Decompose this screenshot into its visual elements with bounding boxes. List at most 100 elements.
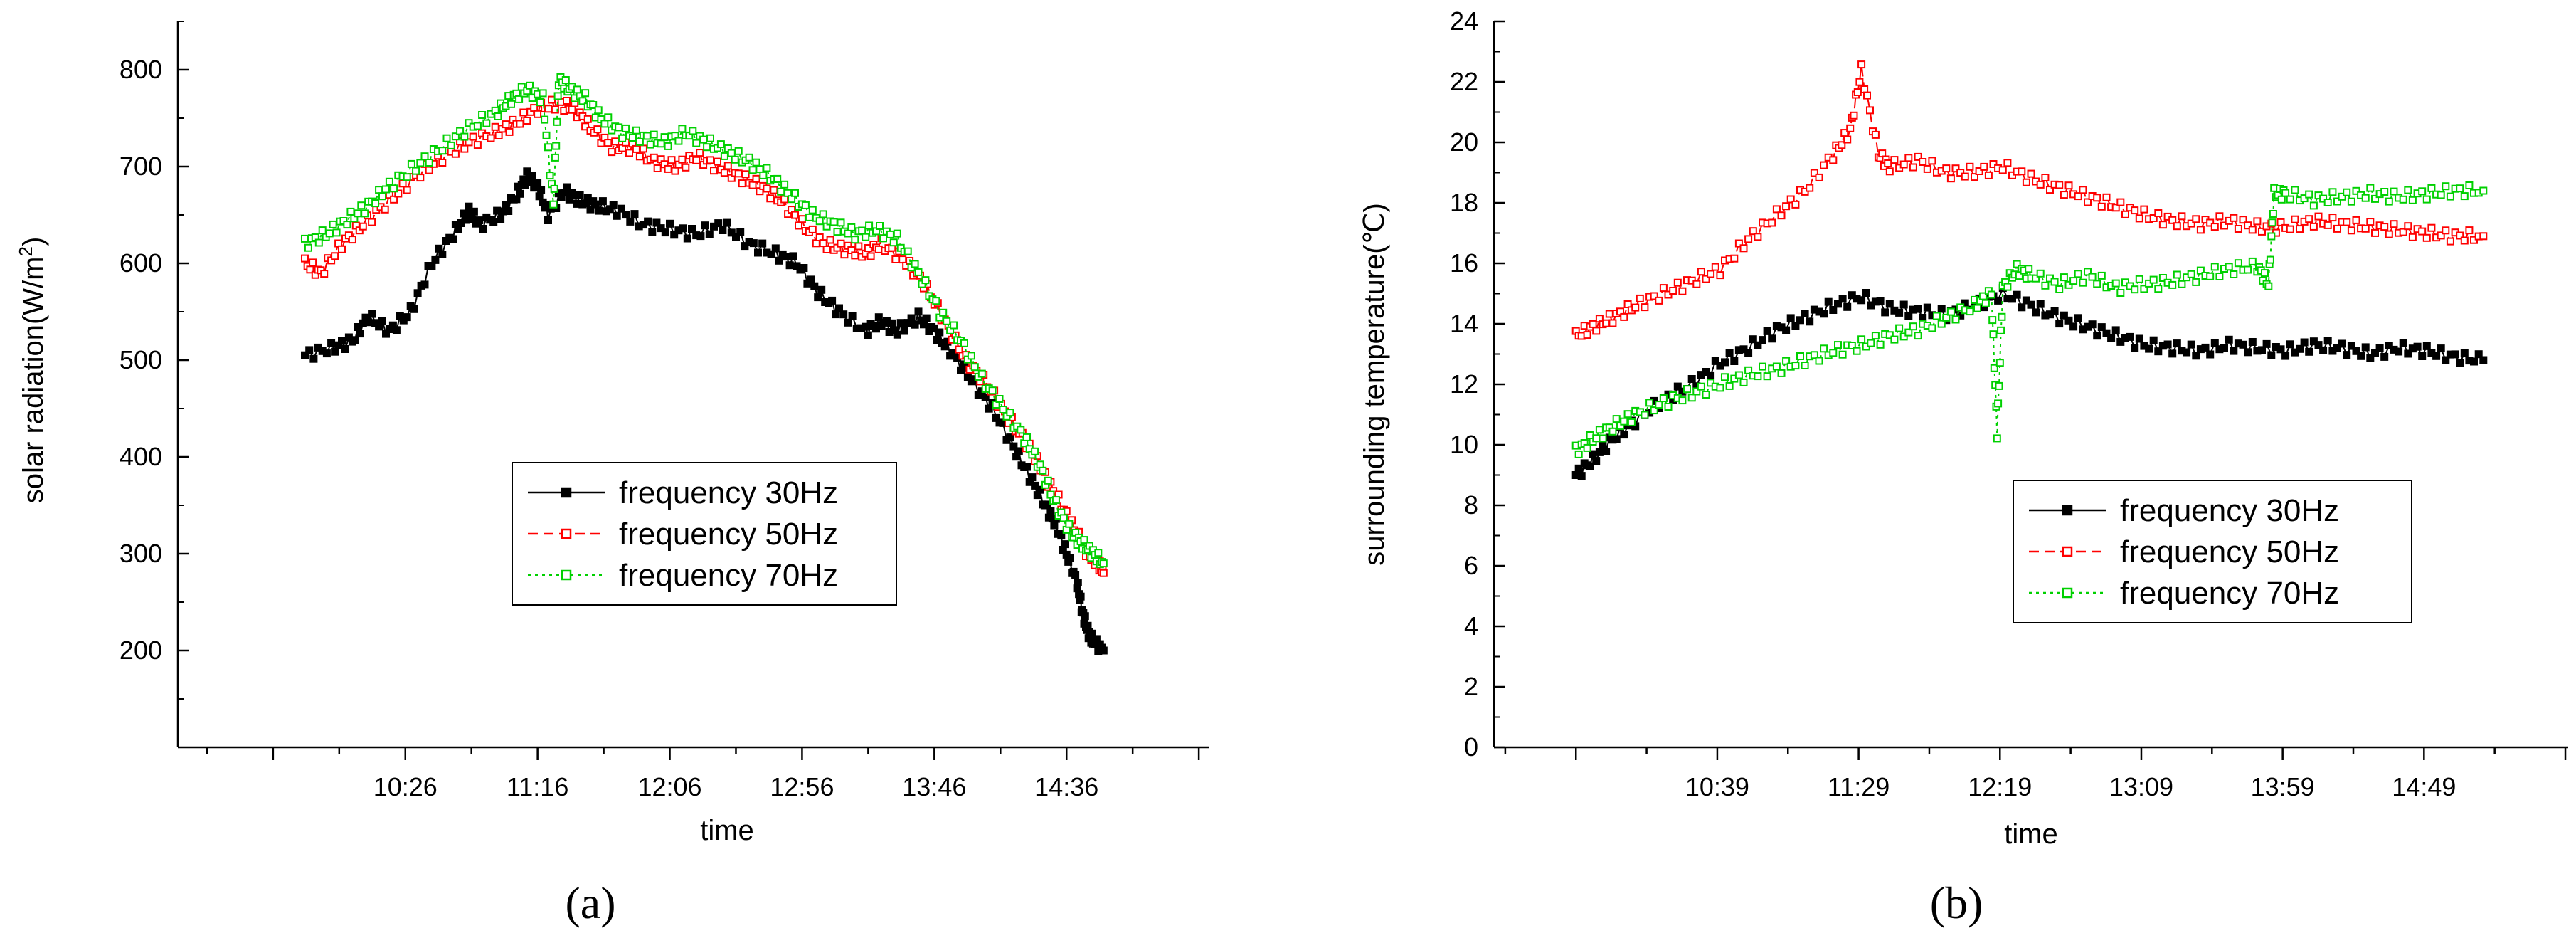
data-point-a-2 [706,134,714,142]
data-point-b-2 [2064,280,2073,289]
data-point-a-2 [851,236,859,244]
data-point-b-0 [2107,334,2116,342]
y-tick-label-a: 400 [120,442,162,471]
data-point-a-2 [689,127,697,135]
data-point-b-1 [2446,237,2454,246]
data-point-a-1 [797,215,806,223]
data-point-b-1 [1655,296,1663,305]
data-point-b-2 [2060,273,2068,282]
data-point-a-2 [346,207,355,216]
data-point-a-2 [886,230,894,238]
data-point-b-1 [2154,209,2163,217]
data-point-a-2 [1051,496,1060,505]
data-point-b-2 [1645,399,1654,407]
data-point-b-1 [2187,219,2195,228]
data-point-b-2 [1876,340,1885,349]
data-point-a-0 [1061,540,1069,549]
data-point-b-1 [2121,210,2129,218]
data-point-a-0 [420,280,429,289]
data-point-b-2 [1994,399,2003,408]
legend-item-b-2: frequency 70Hz [2029,576,2339,611]
data-point-b-0 [2013,290,2021,299]
data-point-a-0 [1071,571,1080,579]
data-point-a-0 [598,197,607,206]
legend-marker-a-1 [561,528,572,539]
data-point-a-1 [491,122,499,131]
data-point-b-0 [2380,352,2389,361]
y-axis-title-a-sup: 2 [15,246,36,256]
data-point-a-0 [301,351,309,359]
data-point-a-0 [497,215,505,223]
data-point-b-2 [1592,434,1601,443]
data-point-a-2 [544,143,552,152]
data-point-a-2 [549,200,558,209]
y-axis-title-b: surrounding temperature(℃) [1359,203,1390,566]
series-b-2 [1571,181,2488,458]
data-point-a-2 [618,134,627,142]
data-point-b-2 [2192,278,2200,286]
data-point-a-0 [502,201,510,209]
data-point-a-0 [1006,433,1014,442]
data-point-b-0 [2437,344,2445,353]
data-point-b-2 [2268,218,2276,227]
data-point-b-0 [1937,305,1946,313]
data-point-b-0 [2479,356,2488,364]
data-point-b-0 [2225,335,2233,344]
data-point-a-0 [893,330,901,339]
data-point-a-1 [465,138,473,147]
data-point-a-1 [734,169,743,178]
data-point-b-1 [2192,215,2200,223]
data-point-a-0 [460,209,467,218]
data-point-b-2 [2333,197,2341,206]
y-tick-label-a: 700 [120,152,162,181]
data-point-b-0 [2323,337,2332,345]
data-point-b-2 [1599,434,1607,443]
data-point-b-1 [1734,239,1743,248]
data-point-b-1 [2427,223,2436,232]
data-point-b-2 [2248,257,2257,265]
data-point-b-1 [2027,169,2035,178]
data-point-a-2 [382,185,390,194]
data-point-b-2 [1725,381,1734,390]
x-axis-title-a: time [700,815,754,846]
data-point-b-1 [1768,218,1776,227]
data-point-a-0 [670,231,679,239]
data-point-b-0 [2244,348,2252,357]
data-point-a-2 [911,260,919,268]
data-point-b-0 [2258,346,2266,354]
data-point-b-2 [1914,332,1922,340]
data-point-a-2 [995,395,1004,403]
data-point-b-2 [2149,275,2158,284]
y-tick-label-a: 500 [120,345,162,374]
data-point-a-0 [338,337,346,345]
data-point-a-0 [331,347,339,356]
data-point-a-0 [1088,629,1096,638]
data-point-b-2 [2230,270,2238,278]
data-point-a-0 [613,211,621,220]
data-point-a-2 [988,386,997,395]
data-point-a-2 [301,234,309,243]
data-point-b-2 [2291,186,2299,194]
data-point-b-2 [1942,313,1951,322]
data-point-b-1 [1820,161,1828,169]
data-point-a-2 [876,222,884,230]
data-point-b-1 [1749,227,1757,236]
x-tick-label-a: 14:36 [1034,772,1098,801]
data-point-a-1 [301,254,309,263]
series-a-0 [301,167,1108,655]
data-point-b-1 [2064,181,2073,190]
data-point-a-2 [967,352,975,360]
data-point-b-1 [2173,222,2181,231]
data-point-a-2 [456,127,465,135]
data-point-b-1 [2291,215,2299,223]
data-point-a-0 [900,327,908,335]
data-point-b-1 [2036,180,2045,189]
data-point-a-0 [479,225,487,233]
data-point-b-2 [1848,342,1856,349]
data-point-b-2 [2154,285,2163,293]
data-point-b-0 [1754,341,1762,349]
data-point-a-2 [447,141,455,149]
data-point-b-0 [1843,302,1852,311]
data-point-a-2 [526,81,534,90]
data-point-b-2 [1763,372,1771,381]
